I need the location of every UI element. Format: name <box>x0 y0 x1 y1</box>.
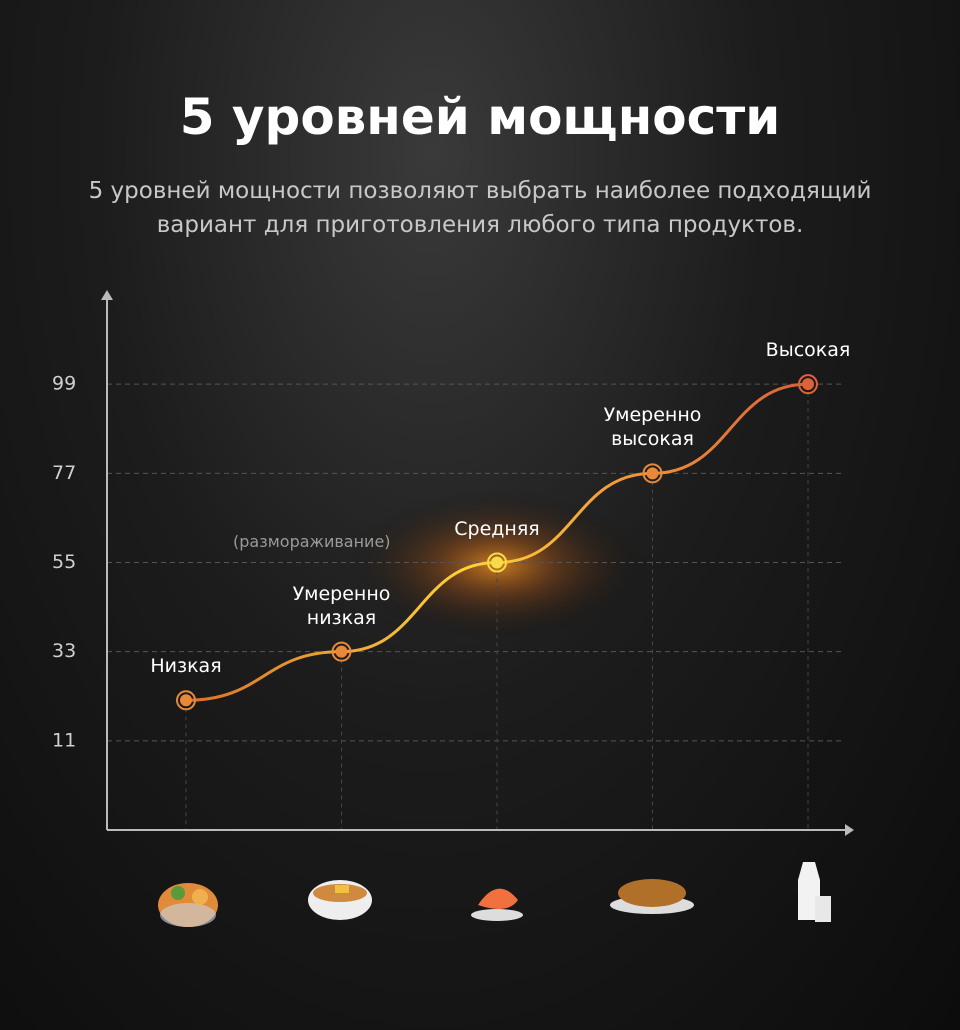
title: 5 уровней мощности <box>179 88 781 146</box>
point-label: Умеренно высокая <box>603 404 702 451</box>
y-tick-label: 77 <box>52 462 76 484</box>
food-icons <box>158 862 831 927</box>
point-label: Умеренно низкая <box>292 582 391 629</box>
point <box>802 378 814 391</box>
point-halo <box>798 374 818 395</box>
point <box>180 694 192 707</box>
annotation: (размораживание) <box>233 532 391 551</box>
point-halo <box>642 463 663 484</box>
point-label: Высокая <box>765 339 851 362</box>
point <box>335 645 348 658</box>
y-tick-label: 99 <box>52 373 76 395</box>
point-label: Низкая <box>150 655 222 678</box>
point-halo <box>331 641 352 662</box>
y-arrow <box>101 290 113 300</box>
y-tick-label: 11 <box>52 729 76 751</box>
y-tick-label: 33 <box>52 640 76 662</box>
point-label: Средняя <box>454 517 540 540</box>
x-arrow <box>845 824 854 836</box>
y-tick-label: 55 <box>52 551 76 573</box>
subtitle: 5 уровней мощности позволяют выбрать наи… <box>88 178 872 238</box>
point-halo <box>176 690 196 711</box>
point <box>646 467 659 480</box>
point-halo <box>487 552 507 573</box>
point <box>491 556 503 569</box>
